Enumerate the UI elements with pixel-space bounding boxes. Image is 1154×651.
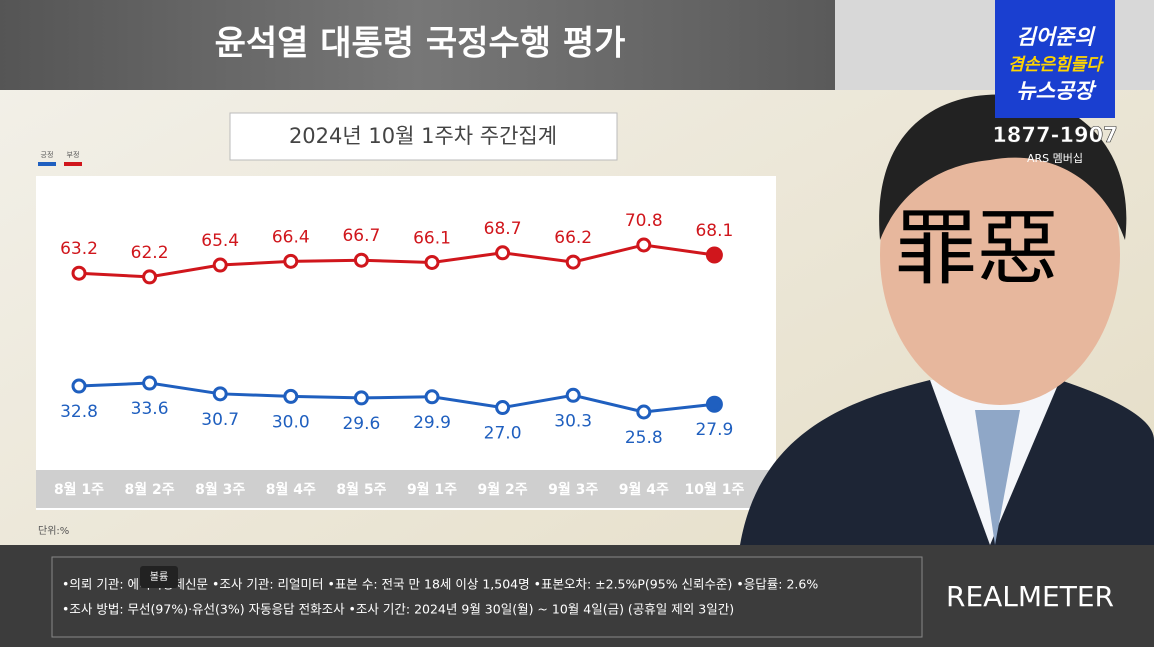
x-axis-band — [36, 470, 776, 508]
data-point — [565, 387, 581, 403]
legend-label: 부정 — [67, 150, 80, 159]
data-point — [71, 378, 87, 394]
footnote: •의뢰 기관: 에너지경제신문 •조사 기관: 리얼미터 •표본 수: 전국 만… — [62, 577, 818, 592]
person-photo — [740, 94, 1154, 545]
subtitle-box — [229, 112, 618, 161]
data-point — [71, 265, 87, 281]
x-tick-label: 9월 4주 — [619, 481, 669, 498]
data-point — [283, 388, 299, 404]
tooltip — [140, 566, 178, 588]
data-point — [705, 395, 723, 413]
tooltip-text: 볼륨 — [150, 571, 168, 583]
legend-swatch — [64, 162, 82, 166]
footer — [0, 545, 1154, 647]
series-line — [78, 381, 715, 414]
value-label: 66.4 — [272, 227, 310, 247]
value-label: 30.0 — [272, 412, 310, 432]
data-point — [495, 245, 511, 261]
value-label: 33.6 — [131, 399, 169, 419]
x-tick-label: 8월 5주 — [336, 481, 386, 498]
x-tick-label: 9월 3주 — [548, 481, 598, 498]
data-point — [212, 257, 228, 273]
data-point — [212, 386, 228, 402]
data-point — [565, 254, 581, 270]
value-label: 32.8 — [60, 402, 98, 422]
data-point — [636, 404, 652, 420]
data-point — [142, 375, 158, 391]
show-title-line: 김어준의 — [1016, 25, 1096, 49]
value-label: 25.8 — [625, 428, 663, 448]
ars-label: ARS 멤버십 — [1027, 152, 1083, 165]
x-tick-label: 9월 2주 — [478, 481, 528, 498]
show-title-line: 뉴스공장 — [1016, 79, 1097, 103]
value-label: 27.0 — [484, 424, 522, 444]
data-point — [424, 254, 440, 270]
data-point — [353, 390, 369, 406]
legend-swatch — [38, 162, 56, 166]
x-tick-label: 8월 3주 — [195, 481, 245, 498]
value-label: 66.7 — [342, 226, 380, 246]
x-tick-label: 9월 1주 — [407, 481, 457, 498]
data-point — [424, 389, 440, 405]
unit-label: 단위:% — [38, 524, 69, 537]
show-logo — [995, 0, 1115, 118]
footnote-box — [51, 556, 923, 638]
legend-label: 긍정 — [41, 150, 54, 159]
show-title-line: 겸손은힘들다 — [1008, 55, 1104, 75]
data-point — [353, 252, 369, 268]
x-tick-label: 8월 1주 — [54, 481, 104, 498]
value-label: 68.1 — [695, 221, 733, 241]
data-point — [142, 269, 158, 285]
data-point — [705, 246, 723, 264]
value-label: 70.8 — [625, 211, 663, 231]
chart-subtitle: 2024년 10월 1주차 주간집계 — [289, 124, 557, 148]
value-label: 62.2 — [131, 243, 169, 263]
chart-title: 윤석열 대통령 국정수행 평가 — [215, 24, 626, 64]
phone-number: 1877-1907 — [992, 123, 1118, 147]
x-tick-label: 8월 4주 — [266, 481, 316, 498]
value-label: 63.2 — [60, 239, 98, 259]
value-label: 27.9 — [695, 420, 733, 440]
overlay-text: 罪惡 — [895, 202, 1059, 297]
source: REALMETER — [946, 580, 1114, 613]
series-line — [78, 243, 715, 279]
value-label: 30.7 — [201, 410, 239, 430]
value-label: 68.7 — [484, 219, 522, 239]
x-tick-label: 8월 2주 — [125, 481, 175, 498]
value-label: 66.2 — [554, 228, 592, 248]
title-banner — [0, 0, 835, 90]
data-point — [495, 400, 511, 416]
value-label: 30.3 — [554, 411, 592, 431]
value-label: 65.4 — [201, 231, 239, 251]
data-point — [636, 237, 652, 253]
x-tick-label: 10월 1주 — [684, 481, 744, 498]
plot-panel — [36, 176, 776, 510]
footnote: •조사 방법: 무선(97%)·유선(3%) 자동응답 전화조사 •조사 기간:… — [62, 602, 734, 617]
data-point — [283, 253, 299, 269]
value-label: 29.9 — [413, 413, 451, 433]
value-label: 66.1 — [413, 228, 451, 248]
value-label: 29.6 — [342, 414, 380, 434]
